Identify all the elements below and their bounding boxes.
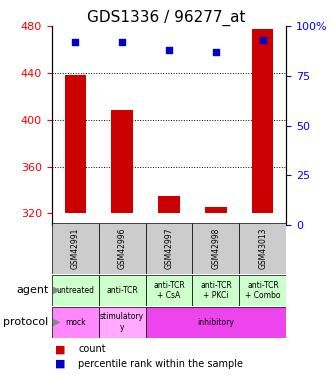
Text: percentile rank within the sample: percentile rank within the sample bbox=[78, 359, 243, 369]
Text: ■: ■ bbox=[55, 345, 66, 354]
Point bbox=[166, 47, 172, 53]
Point bbox=[72, 39, 78, 45]
Text: count: count bbox=[78, 345, 106, 354]
Bar bbox=[205, 207, 226, 213]
Text: GSM42991: GSM42991 bbox=[71, 228, 80, 269]
Point bbox=[213, 49, 218, 55]
Bar bbox=[146, 223, 192, 274]
Bar bbox=[65, 75, 86, 213]
Bar bbox=[252, 28, 273, 213]
Bar bbox=[146, 307, 286, 338]
Bar bbox=[239, 223, 286, 274]
Bar bbox=[52, 275, 99, 306]
Bar bbox=[99, 307, 146, 338]
Text: anti-TCR: anti-TCR bbox=[106, 286, 138, 295]
Text: GSM42998: GSM42998 bbox=[211, 228, 220, 269]
Text: ■: ■ bbox=[55, 359, 66, 369]
Text: GSM42997: GSM42997 bbox=[165, 228, 173, 269]
Bar bbox=[99, 275, 146, 306]
Point bbox=[119, 39, 125, 45]
Bar bbox=[112, 110, 133, 213]
Text: ▶: ▶ bbox=[53, 285, 61, 295]
Text: GSM43013: GSM43013 bbox=[258, 228, 267, 269]
Bar bbox=[192, 275, 239, 306]
Text: ▶: ▶ bbox=[53, 317, 61, 327]
Bar bbox=[99, 223, 146, 274]
Text: inhibitory: inhibitory bbox=[197, 318, 234, 327]
Bar bbox=[192, 223, 239, 274]
Text: GSM42996: GSM42996 bbox=[118, 228, 127, 269]
Text: mock: mock bbox=[65, 318, 85, 327]
Bar bbox=[146, 275, 192, 306]
Point bbox=[260, 37, 266, 43]
Bar bbox=[52, 307, 99, 338]
Text: anti-TCR
+ PKCi: anti-TCR + PKCi bbox=[200, 280, 232, 300]
Text: stimulatory
y: stimulatory y bbox=[100, 312, 144, 332]
Text: agent: agent bbox=[16, 285, 48, 295]
Text: GDS1336 / 96277_at: GDS1336 / 96277_at bbox=[87, 9, 246, 26]
Text: anti-TCR
+ Combo: anti-TCR + Combo bbox=[245, 280, 281, 300]
Text: protocol: protocol bbox=[3, 317, 48, 327]
Bar bbox=[239, 275, 286, 306]
Text: untreated: untreated bbox=[56, 286, 94, 295]
Bar bbox=[159, 196, 179, 213]
Bar bbox=[52, 223, 99, 274]
Text: anti-TCR
+ CsA: anti-TCR + CsA bbox=[153, 280, 185, 300]
